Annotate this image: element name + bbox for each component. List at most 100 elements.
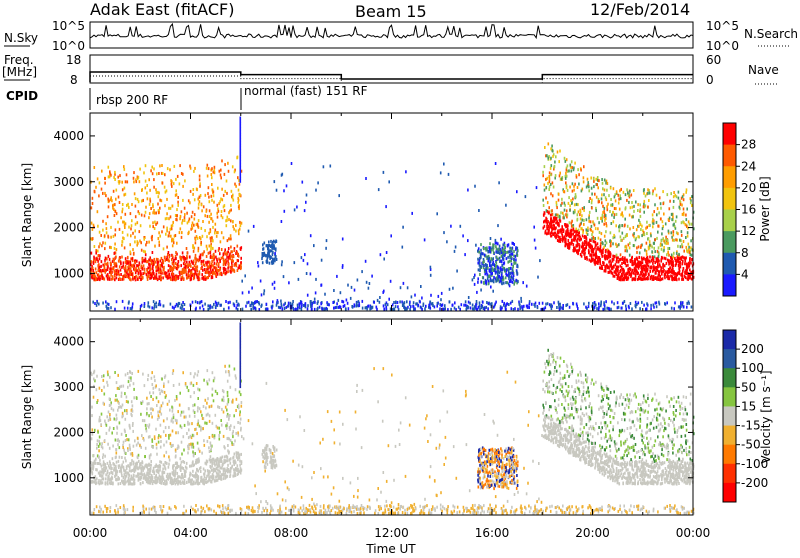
range-gate-cell	[108, 199, 110, 202]
range-gate-cell	[670, 192, 672, 195]
range-gate-cell	[178, 260, 180, 263]
range-gate-cell	[678, 191, 680, 194]
range-gate-cell	[653, 266, 655, 269]
range-gate-cell	[172, 205, 174, 208]
range-gate-cell	[99, 254, 101, 257]
range-gate-cell	[681, 278, 683, 281]
range-gate-cell	[573, 239, 575, 242]
range-gate-cell	[553, 219, 555, 222]
range-gate-cell	[656, 237, 658, 240]
range-gate-cell	[424, 307, 426, 310]
range-gate-cell	[357, 279, 359, 282]
range-gate-cell	[397, 301, 399, 304]
range-gate-cell	[602, 187, 604, 190]
range-gate-cell	[583, 219, 585, 222]
range-gate-cell	[544, 189, 546, 192]
range-gate-cell	[484, 272, 486, 275]
range-gate-cell	[513, 250, 515, 253]
range-gate-cell	[190, 167, 192, 170]
range-gate-cell	[551, 164, 553, 167]
range-gate-cell	[516, 251, 518, 254]
freq-trace	[90, 72, 693, 82]
range-gate-cell	[240, 117, 242, 120]
range-gate-cell	[468, 296, 470, 299]
range-gate-cell	[507, 251, 509, 254]
range-gate-cell	[177, 201, 179, 204]
range-gate-cell	[598, 221, 600, 224]
range-gate-cell	[604, 254, 606, 257]
range-gate-cell	[176, 218, 178, 221]
range-gate-cell	[580, 169, 582, 172]
range-gate-cell	[689, 257, 691, 260]
range-gate-cell	[156, 443, 158, 446]
range-gate-cell	[480, 265, 482, 268]
range-gate-cell	[443, 231, 445, 234]
range-gate-cell	[569, 235, 571, 238]
range-gate-cell	[615, 224, 617, 227]
range-gate-cell	[193, 446, 195, 449]
range-gate-cell	[106, 231, 108, 234]
nsearch-label: N.Search	[744, 27, 798, 41]
range-gate-cell	[199, 278, 201, 281]
range-gate-cell	[691, 204, 693, 207]
range-gate-cell	[600, 217, 602, 220]
range-gate-cell	[160, 440, 162, 443]
range-gate-cell	[629, 190, 631, 193]
range-gate-cell	[136, 180, 138, 183]
range-gate-cell	[645, 273, 647, 276]
range-gate-cell	[168, 207, 170, 210]
range-gate-cell	[130, 307, 132, 310]
range-gate-cell	[629, 242, 631, 245]
range-gate-cell	[407, 286, 409, 289]
range-gate-cell	[636, 251, 638, 254]
range-gate-cell	[158, 434, 160, 437]
range-gate-cell	[597, 176, 599, 179]
range-gate-cell	[641, 234, 643, 237]
range-gate-cell	[274, 287, 276, 290]
range-gate-cell	[163, 225, 165, 228]
range-gate-cell	[303, 304, 305, 307]
range-gate-cell	[500, 280, 502, 283]
range-gate-cell	[545, 303, 547, 306]
range-gate-cell	[110, 236, 112, 239]
range-gate-cell	[200, 237, 202, 240]
range-gate-cell	[622, 302, 624, 305]
range-gate-cell	[369, 307, 371, 310]
range-gate-cell	[519, 303, 521, 306]
range-gate-cell	[600, 301, 602, 304]
range-gate-cell	[643, 273, 645, 276]
range-gate-cell	[214, 262, 216, 265]
range-gate-cell	[479, 301, 481, 304]
range-gate-cell	[668, 254, 670, 257]
range-gate-cell	[548, 226, 550, 229]
range-gate-cell	[221, 248, 223, 251]
range-gate-cell	[96, 301, 98, 304]
range-gate-cell	[207, 440, 209, 443]
range-gate-cell	[179, 256, 181, 259]
range-gate-cell	[121, 210, 123, 213]
range-gate-cell	[287, 305, 289, 308]
range-gate-cell	[643, 205, 645, 208]
range-gate-cell	[151, 306, 153, 309]
range-gate-cell	[188, 273, 190, 276]
range-gate-cell	[264, 254, 266, 257]
range-gate-cell	[307, 262, 309, 265]
range-gate-cell	[625, 305, 627, 308]
range-gate-cell	[588, 244, 590, 247]
range-gate-cell	[546, 186, 548, 189]
range-gate-cell	[638, 219, 640, 222]
range-gate-cell	[586, 218, 588, 221]
range-gate-cell	[448, 173, 450, 176]
range-gate-cell	[185, 266, 187, 269]
range-gate-cell	[266, 244, 268, 247]
freq-left-tick-bottom: 8	[70, 73, 78, 87]
range-gate-cell	[420, 285, 422, 288]
range-gate-cell	[212, 394, 214, 397]
range-gate-cell	[201, 273, 203, 276]
range-gate-cell	[296, 206, 298, 209]
range-gate-cell	[601, 201, 603, 204]
range-gate-cell	[632, 263, 634, 266]
range-gate-cell	[102, 241, 104, 244]
range-gate-cell	[116, 212, 118, 215]
range-gate-cell	[640, 228, 642, 231]
